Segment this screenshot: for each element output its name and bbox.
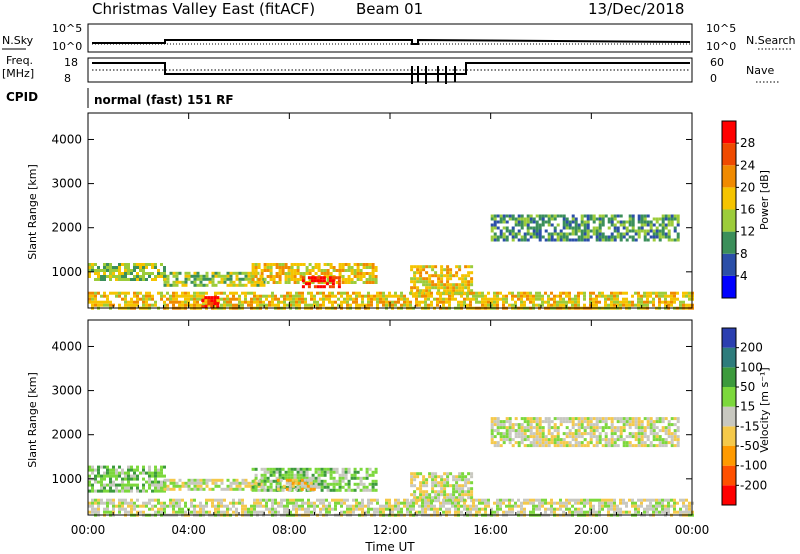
velocity-plot-area [88,417,694,517]
velocity-colorbar: -200 -100 -50 -15 15 50 100 200 [721,327,767,506]
colorbar-swatch [722,165,736,188]
cpid-value: normal (fast) 151 RF [94,93,234,107]
power-region [301,276,341,289]
x-tick-label: 04:00 [171,523,206,537]
nsky-panel: N.Sky 10^5 10^0 10^5 10^0 N.Search [2,22,796,53]
power-panel: 1000 2000 3000 4000 Slant Range [km] 4 8 12 16… [26,112,771,310]
cpid-label: CPID [6,90,38,104]
velocity-colorbar-label: Velocity [m s⁻¹] [758,367,771,452]
velocity-ylabel: Slant Range [km] [26,372,39,468]
y-tick-label: 2000 [51,221,82,235]
y-tick-label: 4000 [51,339,82,353]
freq-tick-top-right: 60 [710,56,724,69]
freq-label-line1: Freq. [6,54,33,67]
colorbar-tick-label: 4 [740,269,748,283]
colorbar-swatch [722,485,736,505]
x-tick-label: 16:00 [473,523,508,537]
velocity-region [490,417,680,448]
y-tick-label: 1000 [51,472,82,486]
cpid-panel: CPID normal (fast) 151 RF [6,88,234,108]
x-tick-label: 20:00 [574,523,609,537]
power-region [88,291,694,310]
colorbar-swatch [722,406,736,427]
velocity-region [410,472,474,503]
power-region [490,214,680,242]
velocity-panel: 00:00 04:00 08:00 12:00 16:00 20:00 00:00 1000 2… [26,319,771,554]
freq-tick-bottom-right: 0 [710,72,717,85]
nsky-tick-top-left: 10^5 [52,22,82,35]
colorbar-swatch [722,209,736,232]
y-tick-label: 3000 [51,384,82,398]
colorbar-swatch [722,465,736,486]
velocity-region [276,478,316,491]
colorbar-swatch [722,328,736,348]
colorbar-swatch [722,275,736,298]
power-axes: 1000 2000 3000 4000 [51,113,693,308]
power-colorbar-label: Power [dB] [758,170,771,230]
nave-label: Nave [746,64,774,77]
freq-panel: Freq. [MHz] 18 8 60 0 Nave [2,54,780,85]
colorbar-swatch [722,231,736,254]
colorbar-tick-label: -50 [740,439,760,453]
colorbar-swatch [722,347,736,368]
x-tick-label: 00:00 [71,523,106,537]
power-colorbar: 4 8 12 16 20 24 28 [721,120,755,299]
velocity-region [88,465,166,493]
colorbar-tick-label: 200 [740,341,763,355]
velocity-axes: 00:00 04:00 08:00 12:00 16:00 20:00 00:00 1000 2… [51,320,709,537]
colorbar-swatch [722,426,736,446]
power-region [410,265,474,296]
nsky-tick-top-right: 10^5 [706,22,736,35]
colorbar-tick-label: 50 [740,380,755,394]
nsky-tick-bottom-right: 10^0 [706,40,736,53]
nsky-tick-bottom-left: 10^0 [52,40,82,53]
power-region [163,271,266,287]
nsky-label: N.Sky [2,34,34,47]
x-tick-label: 08:00 [272,523,307,537]
y-tick-label: 1000 [51,265,82,279]
y-tick-label: 3000 [51,177,82,191]
power-ylabel: Slant Range [km] [26,164,39,260]
colorbar-tick-label: 28 [740,136,755,150]
velocity-region [88,498,694,517]
freq-trace [92,62,690,75]
colorbar-swatch [722,121,736,144]
x-axis-label: Time UT [364,540,415,554]
colorbar-tick-label: 100 [740,360,763,374]
y-tick-label: 2000 [51,428,82,442]
power-plot-area [88,214,694,310]
freq-tick-top-left: 18 [64,56,78,69]
colorbar-tick-label: 16 [740,203,755,217]
colorbar-tick-label: -200 [740,478,767,492]
colorbar-swatch [722,367,736,387]
nsky-trace [92,38,691,45]
colorbar-swatch [722,446,736,466]
colorbar-swatch [722,143,736,166]
nsearch-label: N.Search [746,34,796,47]
power-region [88,263,166,281]
freq-tick-bottom-left: 8 [64,72,71,85]
power-region [201,296,220,309]
colorbar-tick-label: 20 [740,180,755,194]
colorbar-tick-label: 15 [740,400,755,414]
velocity-region [163,478,266,491]
y-tick-label: 4000 [51,132,82,146]
beam-label: Beam 01 [356,0,423,18]
colorbar-tick-label: 24 [740,158,755,172]
colorbar-tick-label: 8 [740,247,748,261]
colorbar-tick-label: 12 [740,225,755,239]
colorbar-swatch [722,253,736,276]
figure-title: Christmas Valley East (fitACF) [92,0,315,18]
freq-label-line2: [MHz] [2,67,34,80]
x-tick-label: 12:00 [373,523,408,537]
colorbar-tick-label: -100 [740,459,767,473]
x-tick-label: 00:00 [675,523,710,537]
power-region [251,263,378,284]
colorbar-swatch [722,387,736,407]
colorbar-tick-label: -15 [740,419,760,433]
colorbar-swatch [722,187,736,210]
date-label: 13/Dec/2018 [588,0,684,18]
freq-dropouts [411,66,456,84]
